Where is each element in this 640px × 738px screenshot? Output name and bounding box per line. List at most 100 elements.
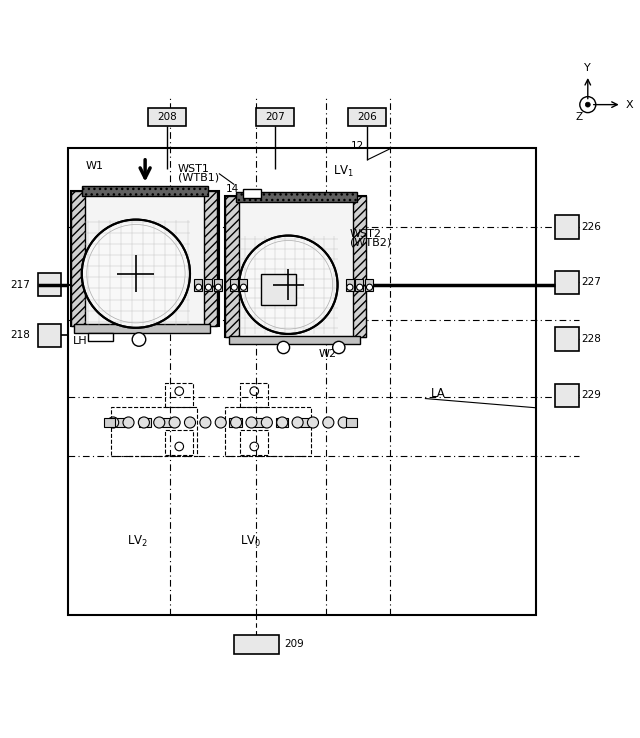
- Circle shape: [356, 284, 363, 290]
- Bar: [243, 190, 261, 198]
- Circle shape: [108, 417, 118, 428]
- Bar: [229, 336, 360, 345]
- Text: X: X: [626, 100, 634, 110]
- Text: 218: 218: [10, 330, 30, 340]
- Circle shape: [261, 417, 273, 428]
- Text: Y: Y: [584, 63, 591, 73]
- Circle shape: [184, 417, 196, 428]
- Text: W2: W2: [319, 348, 337, 359]
- Circle shape: [123, 417, 134, 428]
- Circle shape: [580, 97, 596, 113]
- Bar: [225, 196, 239, 337]
- Circle shape: [205, 284, 211, 290]
- Bar: [71, 190, 219, 326]
- Bar: [256, 108, 294, 126]
- Bar: [38, 323, 61, 347]
- Circle shape: [292, 417, 303, 428]
- Bar: [195, 279, 202, 291]
- Bar: [68, 148, 536, 615]
- Text: 226: 226: [581, 222, 601, 232]
- Text: LV$_0$: LV$_0$: [241, 534, 262, 548]
- Circle shape: [82, 220, 190, 328]
- Bar: [225, 196, 367, 337]
- Text: (WTB1): (WTB1): [178, 172, 219, 182]
- Bar: [556, 215, 579, 238]
- Text: LV$_2$: LV$_2$: [127, 534, 148, 548]
- Bar: [214, 279, 222, 291]
- Circle shape: [277, 342, 290, 354]
- Circle shape: [367, 284, 372, 290]
- Bar: [88, 333, 113, 341]
- Circle shape: [586, 102, 590, 107]
- Bar: [346, 418, 357, 427]
- Circle shape: [323, 417, 334, 428]
- Text: 207: 207: [265, 112, 285, 122]
- Bar: [225, 407, 311, 456]
- Text: WST1: WST1: [178, 164, 209, 173]
- Bar: [83, 186, 208, 196]
- Circle shape: [333, 342, 345, 354]
- Bar: [104, 418, 115, 427]
- Bar: [148, 108, 186, 126]
- Text: 227: 227: [581, 277, 601, 287]
- Text: Z: Z: [575, 112, 583, 122]
- Text: 217: 217: [10, 280, 30, 290]
- Text: LH: LH: [72, 337, 87, 346]
- Bar: [346, 279, 353, 291]
- Text: 14: 14: [226, 184, 239, 195]
- Circle shape: [196, 284, 202, 290]
- Circle shape: [200, 417, 211, 428]
- Circle shape: [347, 284, 353, 290]
- Bar: [556, 327, 579, 351]
- Bar: [229, 418, 242, 427]
- Circle shape: [169, 417, 180, 428]
- Bar: [365, 279, 373, 291]
- Circle shape: [215, 284, 221, 290]
- Bar: [239, 279, 247, 291]
- Bar: [204, 279, 212, 291]
- Bar: [241, 382, 268, 407]
- Bar: [139, 418, 151, 427]
- Bar: [74, 323, 210, 334]
- Text: (WTB2): (WTB2): [350, 238, 391, 247]
- Text: 209: 209: [284, 639, 304, 649]
- Circle shape: [215, 417, 227, 428]
- Text: 229: 229: [581, 390, 601, 401]
- Circle shape: [276, 417, 288, 428]
- Bar: [355, 279, 364, 291]
- Text: 206: 206: [357, 112, 377, 122]
- Bar: [165, 382, 193, 407]
- Text: 12: 12: [351, 142, 364, 151]
- Bar: [556, 271, 579, 294]
- Bar: [253, 418, 265, 427]
- Bar: [300, 418, 312, 427]
- Bar: [230, 279, 238, 291]
- Bar: [276, 418, 289, 427]
- Text: WST2: WST2: [350, 229, 382, 238]
- Bar: [116, 418, 128, 427]
- Bar: [234, 635, 278, 655]
- Text: LA: LA: [431, 387, 446, 400]
- Bar: [353, 196, 367, 337]
- Bar: [260, 275, 296, 305]
- Circle shape: [239, 235, 337, 334]
- Bar: [241, 430, 268, 455]
- Bar: [348, 108, 386, 126]
- Circle shape: [138, 417, 149, 428]
- Bar: [236, 192, 356, 201]
- Bar: [163, 418, 175, 427]
- Text: LV$_1$: LV$_1$: [333, 164, 354, 179]
- Circle shape: [132, 333, 146, 346]
- Circle shape: [241, 284, 246, 290]
- Bar: [71, 190, 85, 326]
- Circle shape: [307, 417, 319, 428]
- Text: 228: 228: [581, 334, 601, 344]
- Bar: [556, 384, 579, 407]
- Circle shape: [246, 417, 257, 428]
- Text: W1: W1: [86, 161, 104, 171]
- Bar: [38, 273, 61, 297]
- Circle shape: [231, 284, 237, 290]
- Circle shape: [230, 417, 242, 428]
- Circle shape: [338, 417, 349, 428]
- Text: 208: 208: [157, 112, 177, 122]
